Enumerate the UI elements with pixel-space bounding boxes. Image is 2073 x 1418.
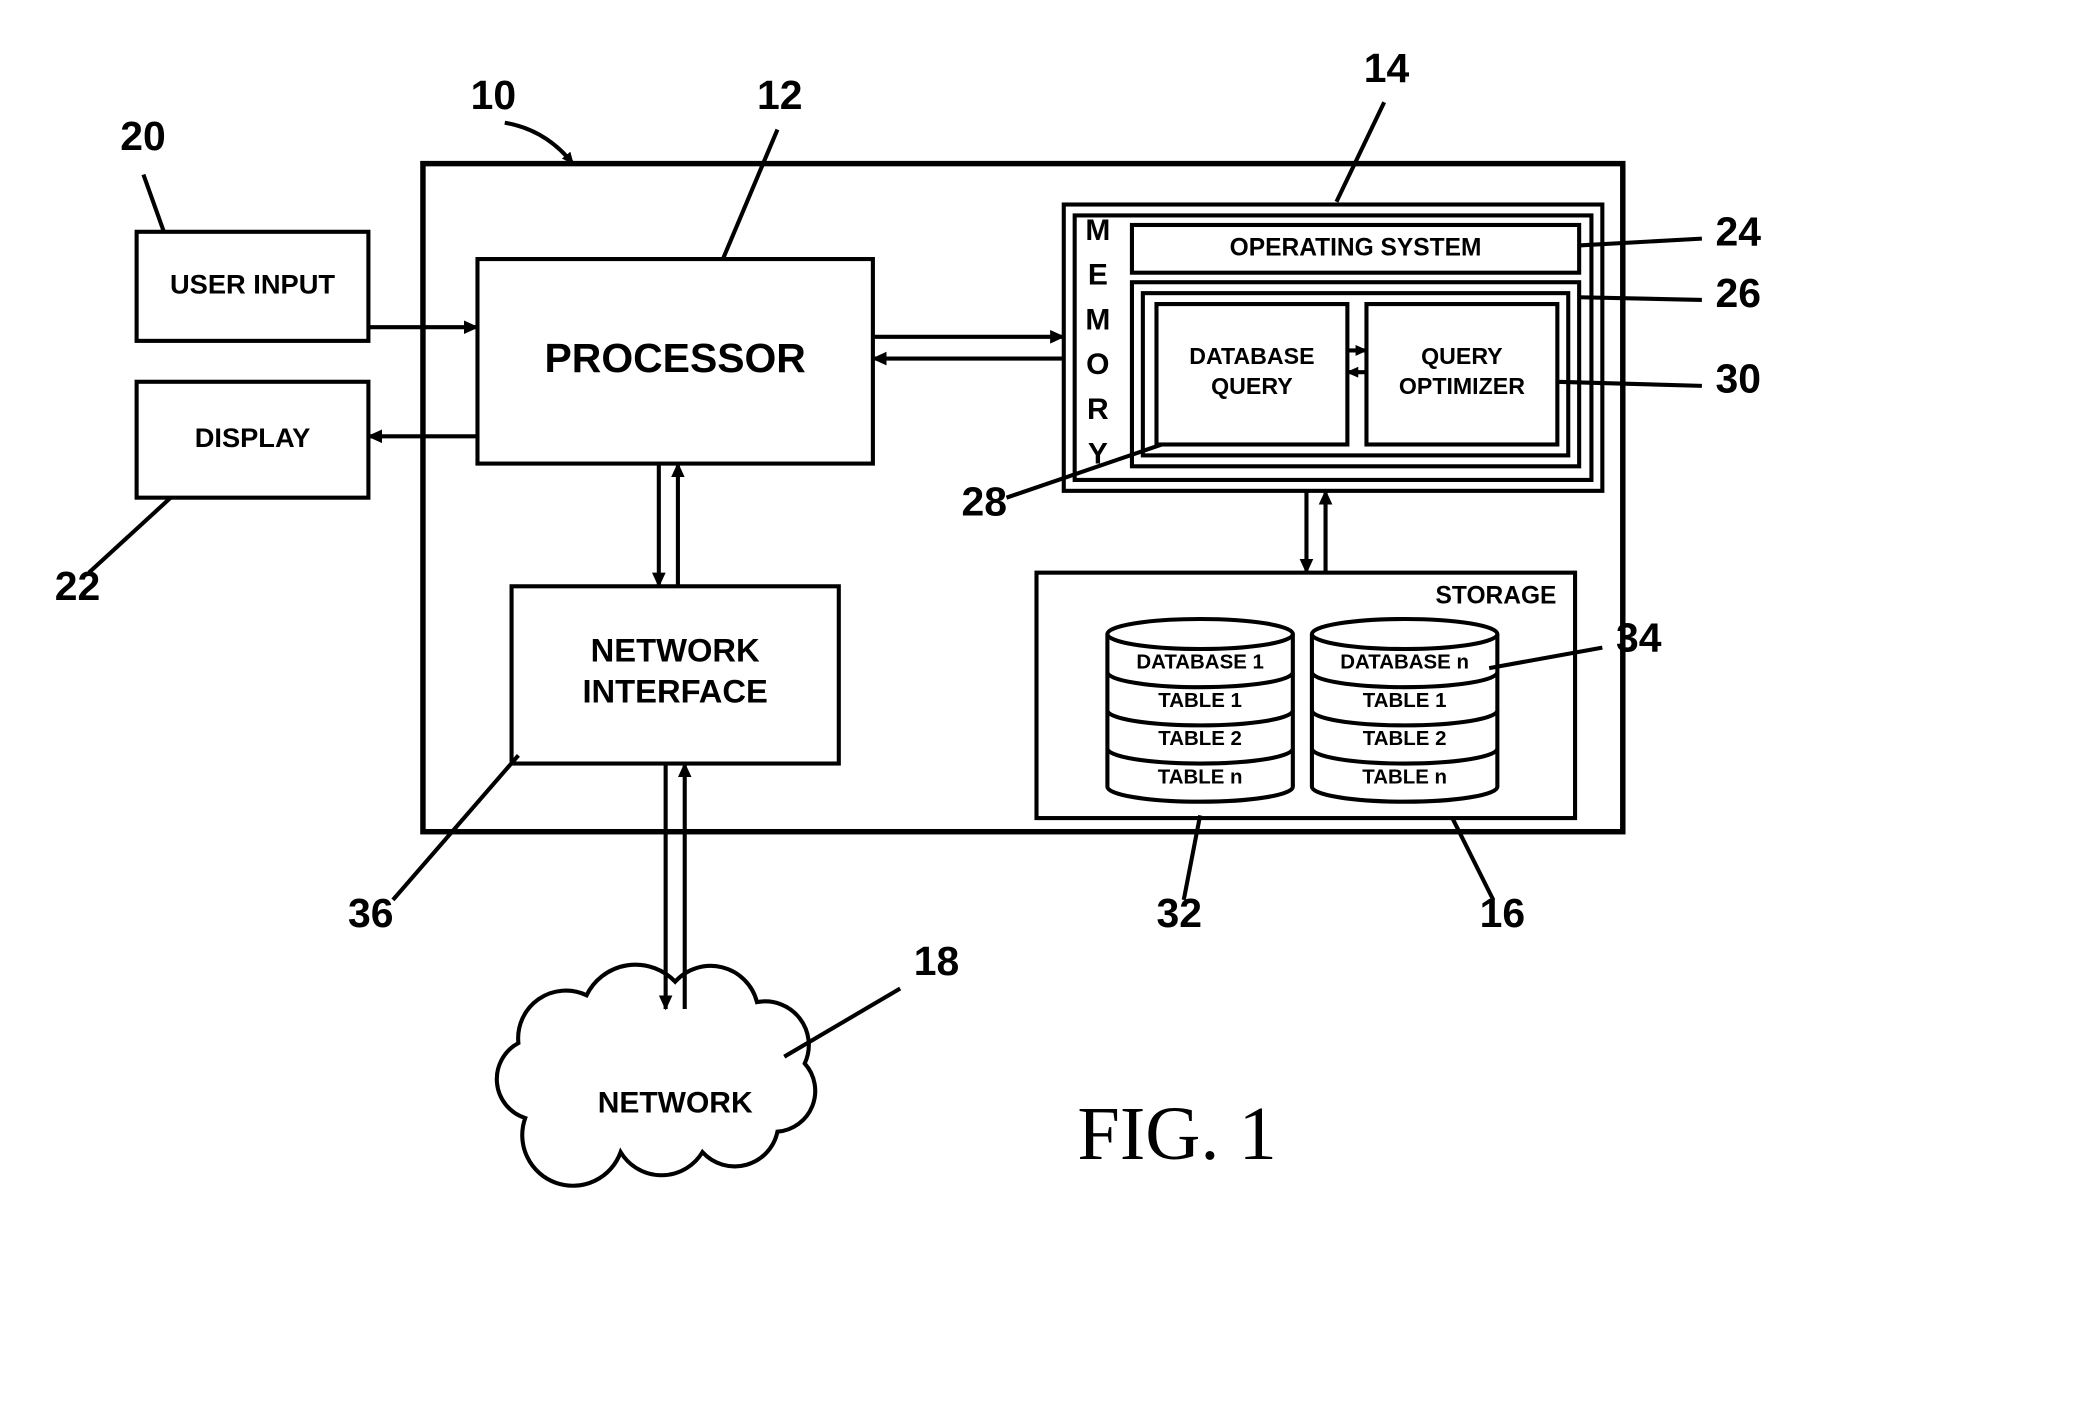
query-optimizer-label-2: OPTIMIZER <box>1399 373 1525 399</box>
database-query-label-2: QUERY <box>1211 373 1293 399</box>
svg-text:TABLE n: TABLE n <box>1158 765 1243 788</box>
svg-text:26: 26 <box>1716 270 1761 316</box>
svg-text:12: 12 <box>757 72 802 118</box>
network-interface-label-2: INTERFACE <box>582 673 767 710</box>
svg-text:34: 34 <box>1616 615 1662 661</box>
os-label: OPERATING SYSTEM <box>1230 234 1482 261</box>
display-label: DISPLAY <box>195 422 311 453</box>
storage-label: STORAGE <box>1436 583 1557 610</box>
svg-text:TABLE n: TABLE n <box>1362 765 1447 788</box>
svg-text:TABLE 2: TABLE 2 <box>1158 727 1242 750</box>
svg-text:36: 36 <box>348 890 393 936</box>
svg-text:16: 16 <box>1480 890 1525 936</box>
svg-text:22: 22 <box>55 563 100 609</box>
network-interface-label: NETWORK <box>591 632 760 669</box>
network-cloud <box>497 965 815 1186</box>
user-input-label: USER INPUT <box>170 269 335 300</box>
svg-text:24: 24 <box>1716 208 1762 254</box>
processor-label: PROCESSOR <box>545 335 806 381</box>
svg-text:TABLE 1: TABLE 1 <box>1363 689 1447 712</box>
svg-text:E: E <box>1088 259 1108 292</box>
svg-text:TABLE 1: TABLE 1 <box>1158 689 1242 712</box>
svg-text:10: 10 <box>471 72 516 118</box>
svg-text:R: R <box>1087 393 1109 426</box>
svg-text:TABLE 2: TABLE 2 <box>1363 727 1447 750</box>
svg-text:32: 32 <box>1156 890 1201 936</box>
figure-caption: FIG. 1 <box>1077 1091 1276 1176</box>
svg-text:DATABASE 1: DATABASE 1 <box>1136 651 1264 674</box>
svg-text:30: 30 <box>1716 356 1761 402</box>
query-optimizer-label: QUERY <box>1421 343 1503 369</box>
svg-text:DATABASE n: DATABASE n <box>1340 651 1469 674</box>
svg-text:28: 28 <box>962 478 1007 524</box>
svg-text:O: O <box>1086 348 1109 381</box>
database-query-label: DATABASE <box>1189 343 1314 369</box>
svg-text:M: M <box>1085 214 1110 247</box>
svg-text:M: M <box>1085 303 1110 336</box>
network-label: NETWORK <box>598 1086 753 1119</box>
svg-text:14: 14 <box>1364 45 1410 91</box>
svg-text:18: 18 <box>914 938 959 984</box>
svg-text:20: 20 <box>120 113 165 159</box>
figure-1-diagram: USER INPUT DISPLAY PROCESSOR MEMORY OPER… <box>0 0 2073 1418</box>
